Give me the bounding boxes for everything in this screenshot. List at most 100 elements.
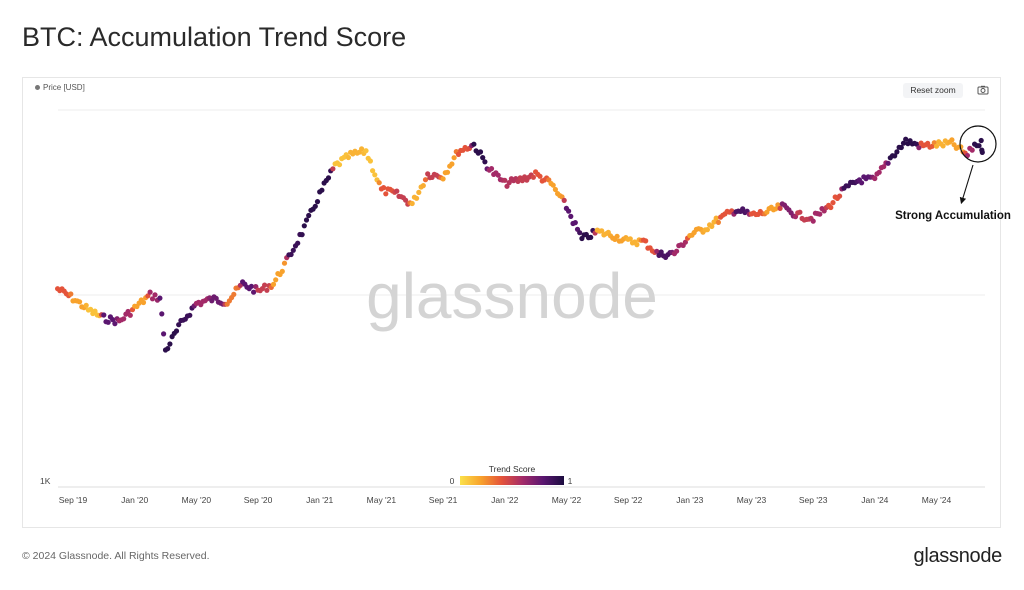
legend-dot [35, 85, 40, 90]
price-point [488, 166, 495, 172]
price-point [363, 148, 369, 154]
price-point [414, 195, 420, 201]
price-point [830, 200, 836, 206]
price-point [279, 268, 285, 274]
price-point [885, 160, 891, 166]
price-point [550, 182, 556, 188]
price-point [599, 228, 605, 234]
price-point [152, 292, 158, 298]
price-point [471, 141, 477, 147]
price-point [480, 155, 486, 161]
price-point [110, 317, 116, 323]
price-point [797, 209, 803, 215]
price-point [892, 153, 898, 159]
x-tick-label: Sep '21 [429, 495, 458, 505]
price-point [444, 169, 451, 175]
price-point [409, 200, 415, 207]
price-point [969, 147, 975, 153]
camera-icon[interactable] [977, 84, 989, 96]
price-point [817, 211, 823, 217]
price-point [88, 306, 94, 312]
x-tick-label: Sep '19 [59, 495, 88, 505]
copyright: © 2024 Glassnode. All Rights Reserved. [22, 550, 210, 562]
price-point [420, 183, 426, 189]
price-point [167, 341, 173, 347]
price-point [876, 169, 882, 175]
price-point [127, 312, 133, 318]
price-point [916, 145, 922, 151]
price-point [711, 219, 717, 225]
price-point [482, 159, 488, 165]
price-point [147, 289, 153, 295]
price-point [187, 312, 193, 318]
price-point [83, 302, 89, 308]
price-point [495, 172, 501, 178]
price-point [519, 178, 526, 184]
price-point [121, 316, 127, 322]
reset-zoom-button[interactable]: Reset zoom [903, 83, 963, 98]
x-tick-label: May '22 [552, 495, 582, 505]
price-point [810, 218, 816, 224]
price-point [281, 260, 288, 266]
price-point [588, 234, 594, 240]
price-point [859, 180, 865, 186]
annotation-circle [959, 125, 997, 163]
price-point [173, 328, 180, 334]
price-point [273, 277, 279, 283]
x-tick-label: Sep '23 [799, 495, 828, 505]
price-point [658, 249, 664, 255]
price-point [301, 223, 307, 229]
price-point [898, 144, 904, 151]
price-point [577, 230, 583, 236]
price-point [295, 240, 301, 246]
x-tick-label: May '24 [922, 495, 952, 505]
x-tick-label: Jan '22 [491, 495, 518, 505]
price-point [312, 203, 318, 209]
price-point [262, 282, 268, 288]
price-point [881, 164, 887, 170]
price-point [330, 166, 336, 172]
price-point [140, 299, 147, 306]
price-point [319, 187, 325, 193]
price-point [572, 220, 578, 226]
price-point [455, 151, 462, 157]
price-point [376, 180, 382, 186]
price-point [933, 143, 940, 149]
price-point [209, 298, 215, 304]
price-point [68, 291, 74, 297]
price-point [634, 242, 640, 248]
price-point [903, 136, 909, 142]
price-point [704, 227, 711, 233]
colorbar-title: Trend Score [489, 464, 536, 474]
price-point [506, 180, 512, 186]
price-point [325, 175, 332, 181]
price-point [976, 143, 982, 149]
colorbar [460, 476, 564, 485]
price-point [477, 149, 484, 155]
price-point [627, 236, 633, 242]
price-point [425, 171, 431, 177]
page-title: BTC: Accumulation Trend Score [22, 22, 407, 52]
price-point [372, 172, 378, 178]
annotation-label: Strong Accumulation [895, 210, 1011, 222]
price-point [416, 189, 422, 195]
price-point [77, 299, 83, 305]
price-point [248, 283, 254, 289]
price-point [978, 137, 984, 144]
price-point [422, 177, 429, 183]
price-point [979, 149, 985, 155]
legend-price[interactable]: Price [USD] [35, 83, 85, 92]
price-point [940, 143, 946, 149]
price-point [502, 177, 508, 183]
price-point [394, 188, 400, 194]
x-tick-label: Jan '24 [861, 495, 888, 505]
x-tick-label: May '23 [737, 495, 767, 505]
price-point [451, 155, 457, 161]
price-point [176, 322, 182, 328]
price-point [161, 331, 167, 337]
price-point [674, 248, 680, 254]
price-point [92, 308, 98, 314]
price-point [537, 173, 543, 179]
price-point [713, 215, 719, 221]
